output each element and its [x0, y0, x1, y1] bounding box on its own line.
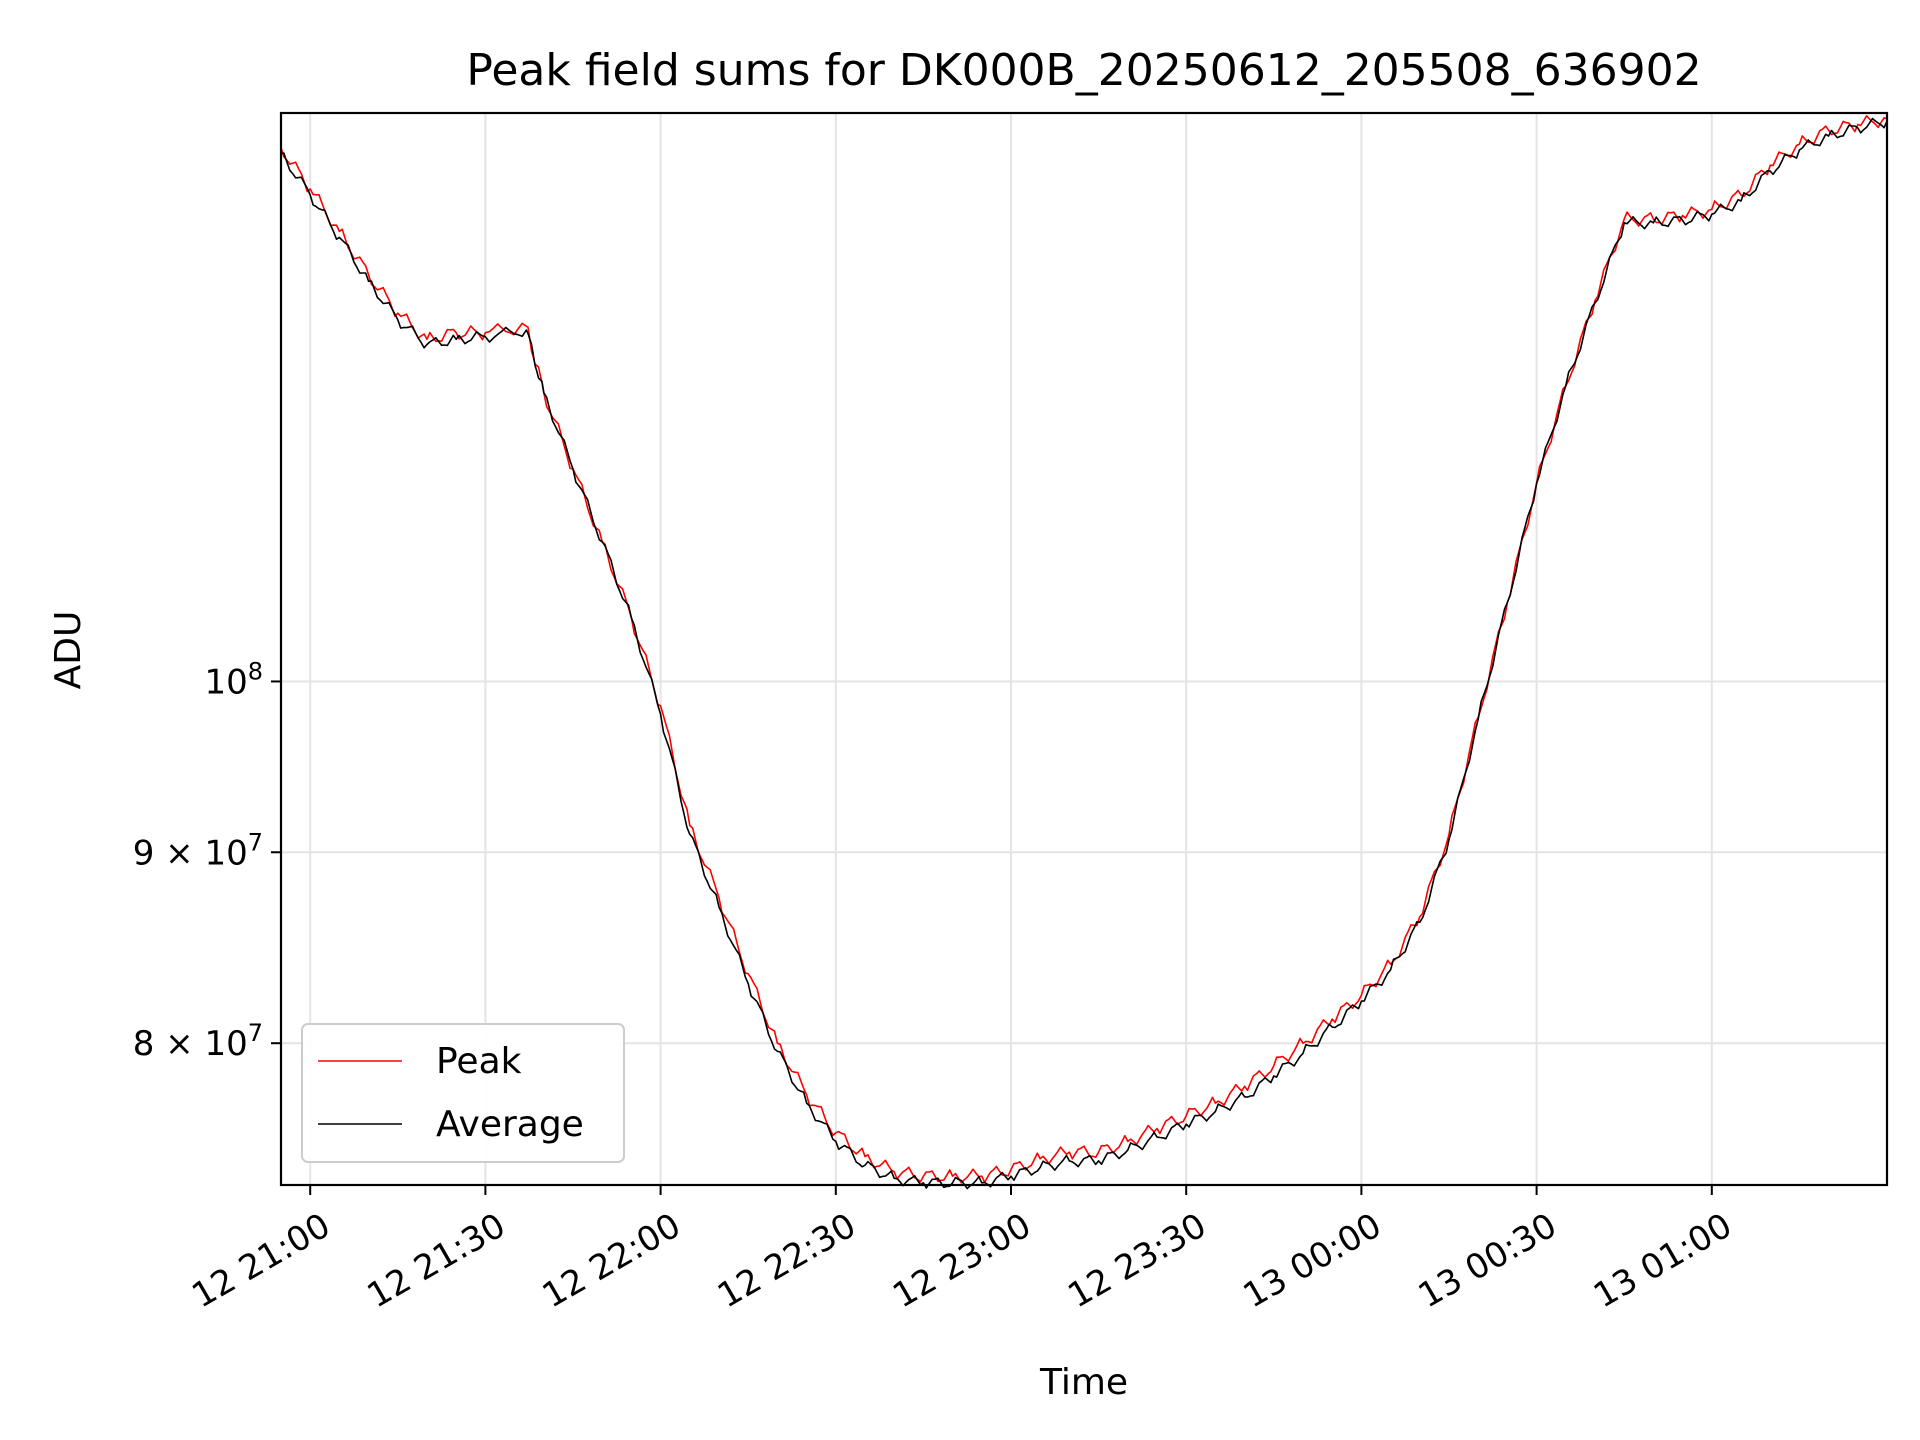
x-tick-label: 12 21:30 — [361, 1206, 513, 1317]
chart-title: Peak field sums for DK000B_20250612_2055… — [466, 45, 1701, 96]
x-tick-label: 12 22:00 — [536, 1206, 688, 1317]
series-lines — [280, 115, 1888, 1190]
y-axis: 108 9 × 107 8 × 107 — [133, 657, 281, 1064]
series-line-peak — [280, 115, 1888, 1184]
x-tick-label: 13 00:30 — [1412, 1206, 1564, 1317]
y-tick-label: 108 — [204, 657, 263, 702]
legend: Peak Average — [301, 1023, 625, 1163]
x-axis-label: Time — [1039, 1362, 1128, 1403]
x-tick-label: 13 01:00 — [1587, 1206, 1739, 1317]
y-tick-label: 9 × 107 — [133, 828, 263, 873]
y-axis-label: ADU — [48, 611, 89, 690]
series-line-average — [280, 117, 1888, 1190]
x-axis: 12 21:00 12 21:30 12 22:00 12 22:30 12 23:00… — [185, 1185, 1739, 1317]
legend-peak-label: Peak — [436, 1041, 522, 1082]
x-tick-label: 12 21:00 — [185, 1206, 337, 1317]
legend-average-label: Average — [436, 1104, 584, 1145]
plot-area-frame — [279, 111, 1889, 1187]
x-tick-label: 13 00:00 — [1237, 1206, 1389, 1317]
legend-box — [301, 1023, 625, 1163]
x-tick-label: 12 23:30 — [1061, 1206, 1213, 1317]
y-tick-label: 8 × 107 — [133, 1019, 263, 1064]
x-tick-label: 12 23:00 — [886, 1206, 1038, 1317]
x-tick-label: 12 22:30 — [711, 1206, 863, 1317]
